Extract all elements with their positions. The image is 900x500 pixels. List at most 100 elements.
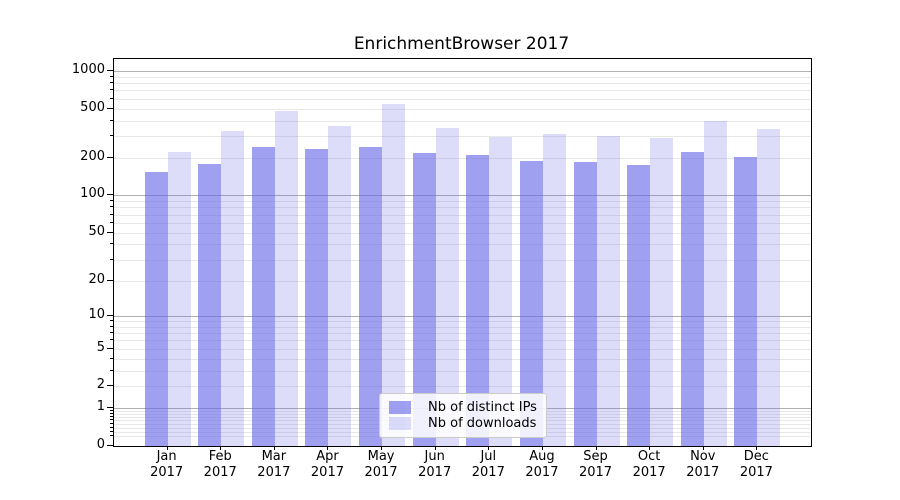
y-minor-tick-mark: [110, 243, 113, 245]
y-minor-tick-mark: [110, 135, 113, 137]
minor-gridline: [114, 244, 811, 246]
minor-gridline: [114, 232, 811, 234]
legend-label-distinct-ips: Nb of distinct IPs: [428, 399, 537, 415]
x-tick-mark: [541, 446, 543, 450]
x-tick-label: Dec 2017: [726, 449, 786, 481]
minor-gridline: [114, 340, 811, 342]
minor-gridline: [114, 280, 811, 282]
y-minor-tick-mark: [110, 119, 113, 121]
bar-downloads: [435, 127, 459, 446]
plot-area: [113, 58, 812, 447]
y-minor-tick-mark: [110, 107, 113, 109]
bar-downloads: [596, 136, 620, 446]
x-tick-mark: [381, 446, 383, 450]
y-minor-tick-mark: [110, 347, 113, 349]
y-minor-tick-mark: [110, 82, 113, 84]
month-label: Jun: [424, 449, 445, 464]
x-tick-label: May 2017: [351, 449, 411, 481]
x-tick-mark: [488, 446, 490, 450]
x-tick-label: Jan 2017: [137, 449, 197, 481]
minor-gridline: [114, 136, 811, 138]
month-label: Apr: [316, 449, 339, 464]
minor-gridline: [114, 259, 811, 261]
y-tick-mark: [107, 445, 113, 446]
y-minor-tick-mark: [110, 258, 113, 260]
y-minor-tick-mark: [110, 325, 113, 327]
year-label: 2017: [310, 465, 344, 480]
bar-downloads: [650, 138, 674, 446]
bar-distinct-ips: [359, 147, 383, 446]
y-minor-tick-mark: [110, 97, 113, 99]
x-tick-label: Jun 2017: [405, 449, 465, 481]
legend-entry-downloads: Nb of downloads: [389, 416, 537, 433]
year-label: 2017: [471, 465, 505, 480]
y-tick-mark: [107, 407, 113, 409]
y-minor-tick-mark: [110, 200, 113, 202]
bar-downloads: [382, 103, 406, 446]
x-tick-mark: [702, 446, 704, 450]
year-label: 2017: [150, 465, 184, 480]
x-tick-label: Jul 2017: [458, 449, 518, 481]
year-label: 2017: [578, 465, 613, 480]
y-tick-label: 1: [96, 399, 105, 415]
minor-gridline: [114, 358, 811, 360]
bar-distinct-ips: [519, 160, 543, 446]
x-tick-mark: [756, 446, 758, 450]
y-minor-tick-mark: [110, 422, 113, 424]
minor-gridline: [114, 333, 811, 335]
month-label: Mar: [261, 449, 287, 464]
y-minor-tick-mark: [110, 206, 113, 208]
x-tick-mark: [649, 446, 651, 450]
chart-title: EnrichmentBrowser 2017: [353, 34, 570, 54]
minor-gridline: [114, 90, 811, 92]
bar-downloads: [274, 111, 298, 446]
x-tick-label: Feb 2017: [190, 449, 250, 481]
y-minor-tick-mark: [110, 413, 113, 415]
x-tick-label: Nov 2017: [673, 449, 733, 481]
minor-gridline: [114, 98, 811, 100]
bar-distinct-ips: [144, 171, 168, 446]
month-label: Dec: [743, 449, 769, 464]
year-label: 2017: [686, 465, 720, 480]
bar-distinct-ips: [627, 165, 651, 446]
y-minor-tick-mark: [110, 320, 113, 321]
x-tick-mark: [273, 446, 275, 450]
minor-gridline: [114, 321, 811, 322]
x-tick-mark: [595, 446, 597, 450]
minor-gridline: [114, 370, 811, 372]
month-label: Nov: [690, 449, 716, 464]
legend-entry-distinct-ips: Nb of distinct IPs: [389, 399, 537, 416]
major-gridline: [114, 315, 811, 317]
bar-downloads: [703, 121, 727, 446]
year-label: 2017: [739, 465, 773, 480]
y-tick-label: 100: [80, 186, 105, 202]
bar-downloads: [167, 151, 191, 446]
y-minor-tick-mark: [110, 416, 113, 418]
bar-distinct-ips: [680, 151, 704, 446]
minor-gridline: [114, 326, 811, 328]
bars-layer: [114, 59, 811, 446]
y-tick-label: 1000: [71, 61, 105, 77]
x-tick-label: Oct 2017: [619, 449, 679, 481]
minor-gridline: [114, 222, 811, 224]
legend-label-downloads: Nb of downloads: [428, 416, 537, 432]
year-label: 2017: [632, 465, 666, 480]
major-gridline: [114, 70, 811, 72]
minor-gridline: [114, 108, 811, 110]
minor-gridline: [114, 201, 811, 203]
minor-gridline: [114, 158, 811, 160]
y-tick-mark: [107, 69, 113, 71]
y-tick-label: 0: [96, 437, 105, 452]
y-minor-tick-mark: [110, 426, 113, 428]
bar-distinct-ips: [251, 147, 275, 446]
month-label: May: [367, 449, 395, 464]
y-minor-tick-mark: [110, 357, 113, 359]
y-tick-label: 5: [96, 339, 105, 355]
year-label: 2017: [257, 465, 291, 480]
y-minor-tick-mark: [110, 89, 113, 91]
y-minor-tick-mark: [110, 369, 113, 371]
minor-gridline: [114, 83, 811, 85]
y-minor-tick-mark: [110, 419, 113, 421]
y-tick-mark: [107, 314, 113, 316]
